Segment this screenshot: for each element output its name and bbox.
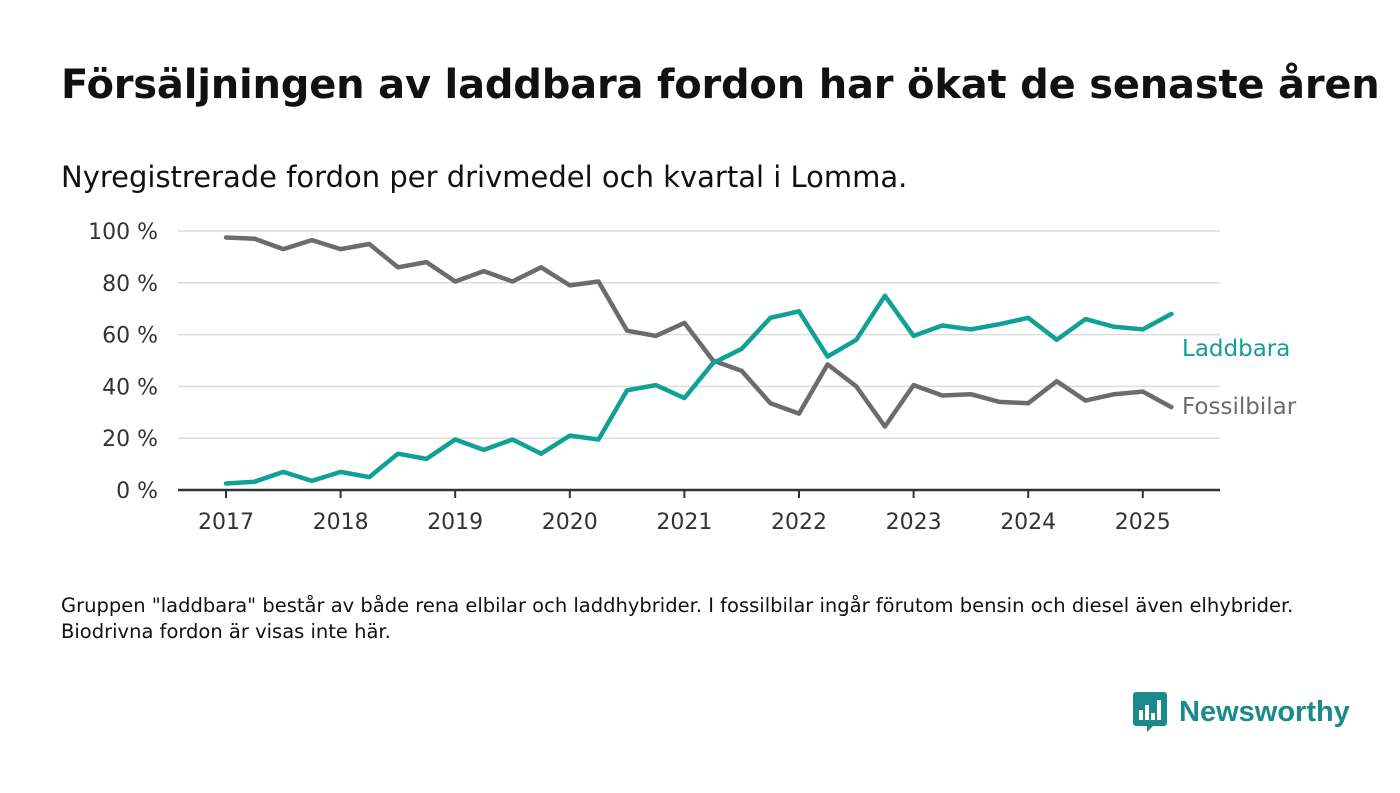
newsworthy-logo-icon xyxy=(1133,692,1167,732)
x-tick-label: 2021 xyxy=(656,510,712,535)
y-tick-label: 80 % xyxy=(102,272,158,297)
x-tick-label: 2017 xyxy=(198,510,254,535)
series-label-fossilbilar: Fossilbilar xyxy=(1182,394,1297,420)
x-tick-label: 2023 xyxy=(886,510,942,535)
chart-footnote: Gruppen "laddbara" består av både rena e… xyxy=(61,594,1294,643)
brand-name: Newsworthy xyxy=(1179,695,1350,728)
gridlines xyxy=(178,230,1220,439)
series-labels: Laddbara Fossilbilar xyxy=(1182,336,1297,420)
chart-title: Försäljningen av laddbara fordon har öka… xyxy=(61,62,1380,108)
x-tick-label: 2020 xyxy=(542,510,598,535)
y-tick-label: 40 % xyxy=(102,375,158,400)
axes: 0 % 20 % 40 % 60 % 80 % 100 % 2017 2018 2019 2020… xyxy=(88,220,1220,535)
x-tick-label: 2024 xyxy=(1000,510,1056,535)
y-tick-label: 20 % xyxy=(102,427,158,452)
x-tick-label: 2025 xyxy=(1115,510,1171,535)
y-tick-label: 0 % xyxy=(116,479,158,504)
series-line-fossilbilar xyxy=(223,235,1174,429)
x-tick-label: 2022 xyxy=(771,510,827,535)
x-tick-label: 2019 xyxy=(427,510,483,535)
series-line-laddbara xyxy=(223,293,1174,486)
y-tick-label: 60 % xyxy=(102,324,158,349)
newsworthy-logo[interactable]: Newsworthy xyxy=(1133,692,1350,732)
series-label-laddbara: Laddbara xyxy=(1182,336,1290,362)
chart-subtitle: Nyregistrerade fordon per drivmedel och … xyxy=(61,160,908,194)
series-lines xyxy=(223,235,1174,486)
x-tick-label: 2018 xyxy=(313,510,369,535)
y-tick-label: 100 % xyxy=(88,220,158,245)
